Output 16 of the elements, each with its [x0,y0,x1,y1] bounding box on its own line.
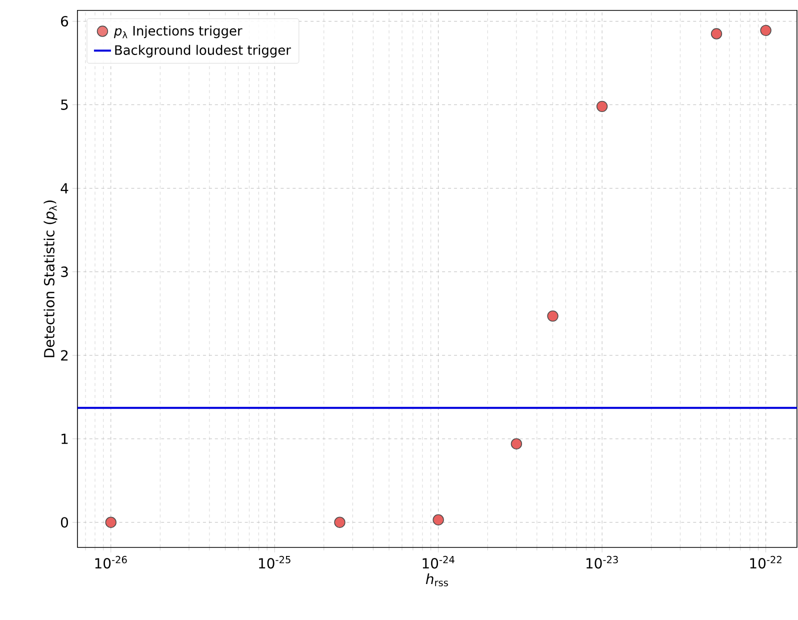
y-tick-label: 3 [61,266,68,278]
y-tick-label: 5 [61,100,68,110]
y-tick-label: 0 [60,517,68,528]
x-tick-label: 10$^{-26}$ [95,556,127,569]
x-tick-label: 10$^{-22}$ [750,556,782,569]
y-tick-label: 2 [61,350,68,360]
y-tick-label: 1 [62,434,68,444]
y-tick-label: 6 [61,16,68,27]
legend-label: Background loudest trigger [115,44,291,58]
y-tick-label: 4 [60,183,68,194]
y-axis-title: Detection Statistic (p$_{λ}$) [44,200,58,358]
x-tick-label: 10$^{-25}$ [259,556,290,569]
legend-label: p$_{λ}$ Injections trigger [114,26,242,38]
x-axis-title: h$_{rss}$ [426,573,448,586]
x-tick-label: 10$^{-23}$ [586,556,618,569]
x-tick-label: 10$^{-24}$ [422,556,454,569]
